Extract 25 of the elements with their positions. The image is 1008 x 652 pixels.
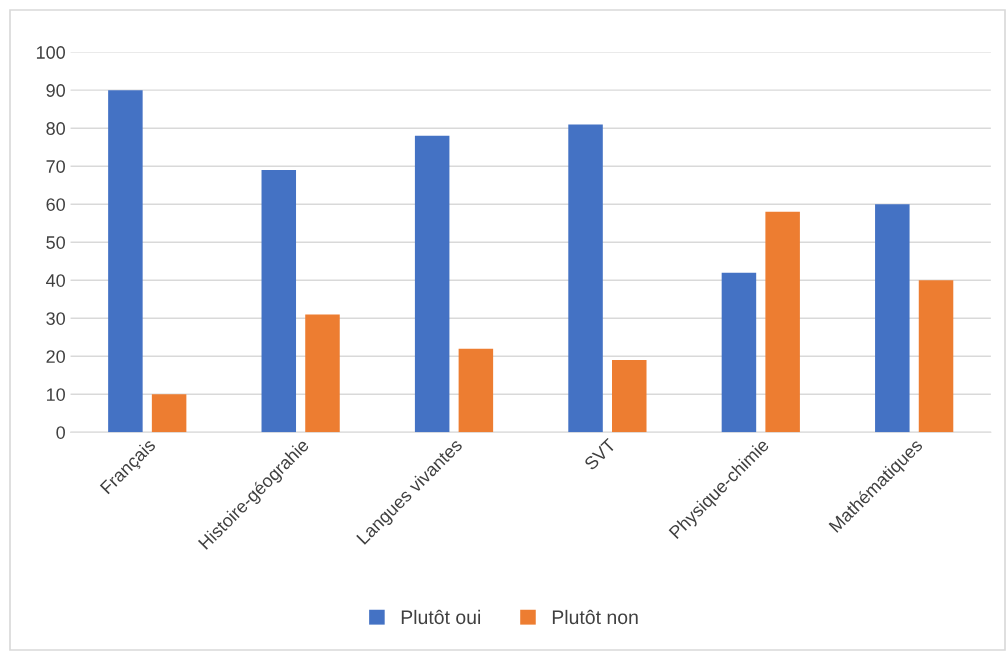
y-tick-label: 40 — [46, 274, 65, 287]
bar — [414, 135, 450, 433]
bar — [918, 280, 954, 433]
y-tick-label: 50 — [46, 236, 65, 249]
y-tick-label: 0 — [56, 426, 65, 439]
bar — [721, 272, 757, 433]
bar — [765, 211, 800, 433]
y-tick-label: 30 — [46, 312, 65, 325]
bar — [261, 170, 297, 433]
y-tick-label: 10 — [46, 388, 65, 401]
bar — [875, 204, 910, 433]
bar — [612, 360, 647, 433]
bar — [151, 394, 187, 433]
y-tick-label: 60 — [46, 198, 65, 211]
bar — [568, 124, 603, 433]
bar — [108, 90, 143, 433]
y-tick-label: 90 — [46, 84, 65, 97]
y-tick-label: 100 — [36, 46, 65, 59]
y-tick-label: 70 — [46, 160, 65, 173]
legend-label: Plutôt non — [552, 609, 638, 625]
bar — [458, 348, 494, 433]
y-tick-label: 20 — [46, 350, 65, 363]
y-tick-label: 80 — [46, 122, 65, 135]
bar — [305, 314, 340, 433]
legend-label: Plutôt oui — [401, 609, 480, 625]
